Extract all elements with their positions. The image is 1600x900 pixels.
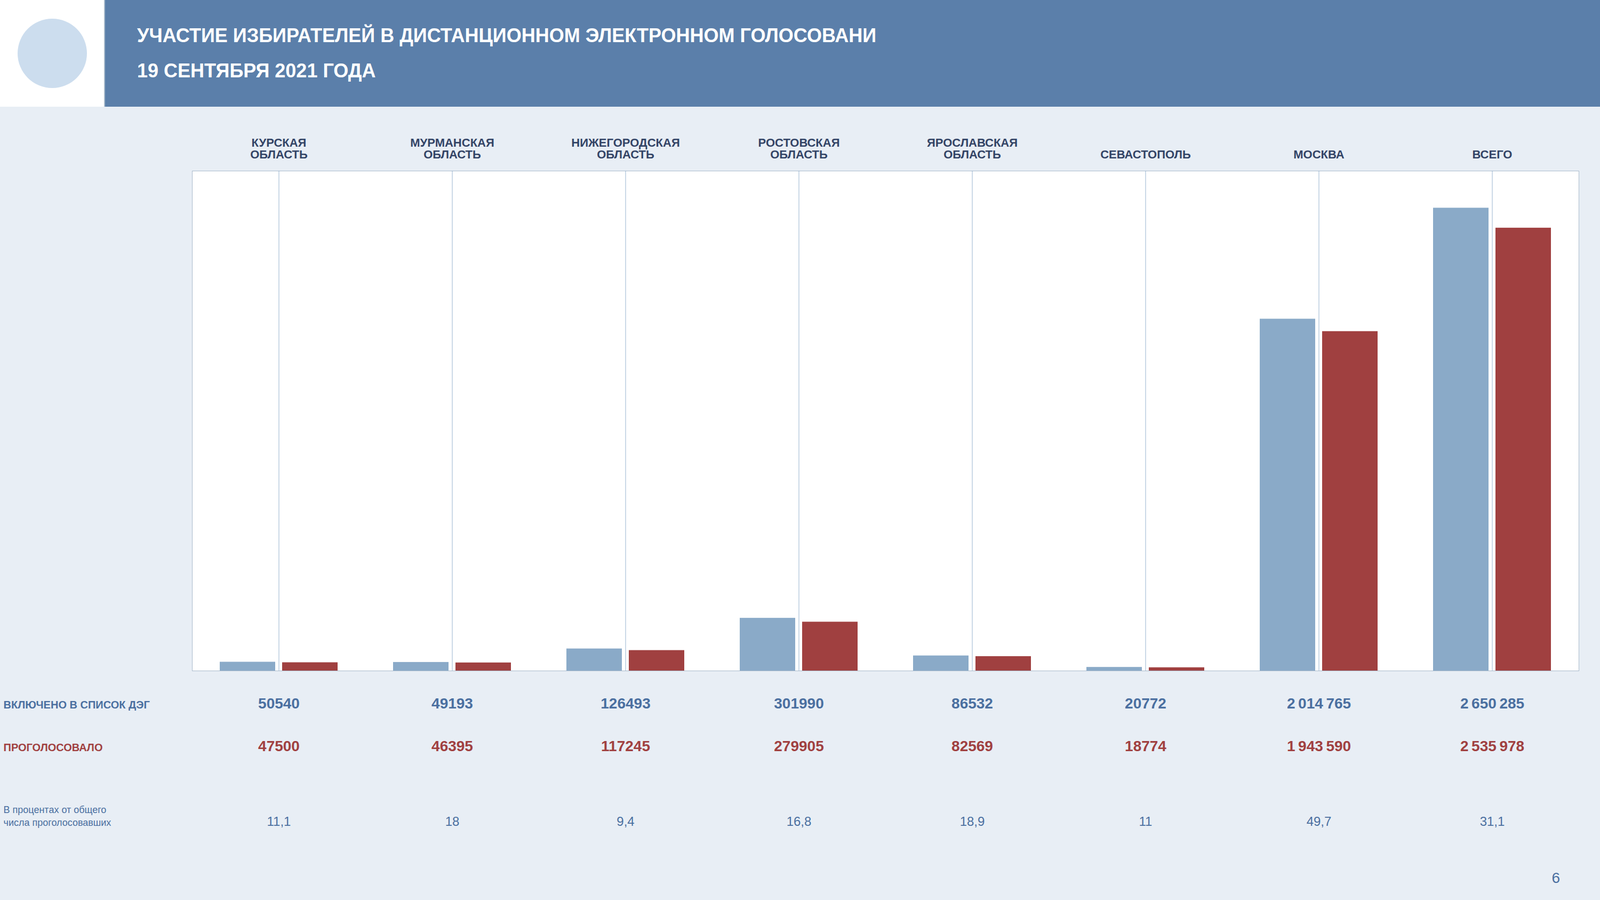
svg-text:МУРМАНСКАЯОБЛАСТЬ: МУРМАНСКАЯОБЛАСТЬ bbox=[410, 136, 495, 162]
svg-text:В процентах от общегочисла про: В процентах от общегочисла проголосовавш… bbox=[3, 804, 112, 828]
svg-text:1 943 590: 1 943 590 bbox=[1286, 737, 1351, 755]
svg-text:82569: 82569 bbox=[951, 737, 994, 755]
svg-text:49193: 49193 bbox=[431, 694, 474, 712]
svg-text:МОСКВА: МОСКВА bbox=[1293, 147, 1345, 162]
svg-text:РОСТОВСКАЯОБЛАСТЬ: РОСТОВСКАЯОБЛАСТЬ bbox=[758, 136, 840, 162]
html-text:6: 6 bbox=[1551, 869, 1560, 886]
svg-text:ЯРОСЛАВСКАЯОБЛАСТЬ: ЯРОСЛАВСКАЯОБЛАСТЬ bbox=[926, 136, 1018, 162]
svg-text:ПРОГОЛОСОВАЛО: ПРОГОЛОСОВАЛО bbox=[3, 741, 103, 754]
html-text:19 СЕНТЯБРЯ 2021 ГОДА: 19 СЕНТЯБРЯ 2021 ГОДА bbox=[137, 59, 376, 82]
svg-text:46395: 46395 bbox=[431, 737, 474, 755]
svg-text:НИЖЕГОРОДСКАЯОБЛАСТЬ: НИЖЕГОРОДСКАЯОБЛАСТЬ bbox=[571, 136, 680, 162]
svg-text:50540: 50540 bbox=[258, 694, 300, 712]
html-text:УЧАСТИЕ ИЗБИРАТЕЛЕЙ В ДИСТАНЦИ: УЧАСТИЕ ИЗБИРАТЕЛЕЙ В ДИСТАНЦИОННОМ ЭЛЕК… bbox=[137, 24, 877, 47]
svg-text:ВСЕГО: ВСЕГО bbox=[1472, 147, 1513, 162]
svg-text:18: 18 bbox=[445, 813, 460, 829]
svg-text:2 650 285: 2 650 285 bbox=[1460, 694, 1525, 712]
svg-text:2 535 978: 2 535 978 bbox=[1460, 737, 1525, 755]
svg-text:2 014 765: 2 014 765 bbox=[1286, 694, 1351, 712]
svg-text:18774: 18774 bbox=[1124, 737, 1167, 755]
svg-text:117245: 117245 bbox=[601, 737, 651, 755]
svg-text:126493: 126493 bbox=[600, 694, 651, 712]
svg-text:СЕВАСТОПОЛЬ: СЕВАСТОПОЛЬ bbox=[1100, 147, 1191, 162]
svg-text:49,7: 49,7 bbox=[1306, 813, 1332, 829]
svg-text:279905: 279905 bbox=[773, 737, 824, 755]
svg-text:ВКЛЮЧЕНО В СПИСОК ДЭГ: ВКЛЮЧЕНО В СПИСОК ДЭГ bbox=[3, 698, 150, 711]
svg-text:16,8: 16,8 bbox=[786, 813, 812, 829]
svg-text:11,1: 11,1 bbox=[267, 813, 292, 829]
svg-text:20772: 20772 bbox=[1124, 694, 1167, 712]
svg-text:301990: 301990 bbox=[773, 694, 824, 712]
svg-text:86532: 86532 bbox=[951, 694, 994, 712]
svg-text:КУРСКАЯОБЛАСТЬ: КУРСКАЯОБЛАСТЬ bbox=[250, 136, 308, 162]
svg-text:47500: 47500 bbox=[258, 737, 300, 755]
svg-text:18,9: 18,9 bbox=[960, 813, 986, 829]
svg-text:11: 11 bbox=[1139, 813, 1153, 829]
svg-text:9,4: 9,4 bbox=[616, 813, 635, 829]
svg-text:31,1: 31,1 bbox=[1480, 813, 1506, 829]
